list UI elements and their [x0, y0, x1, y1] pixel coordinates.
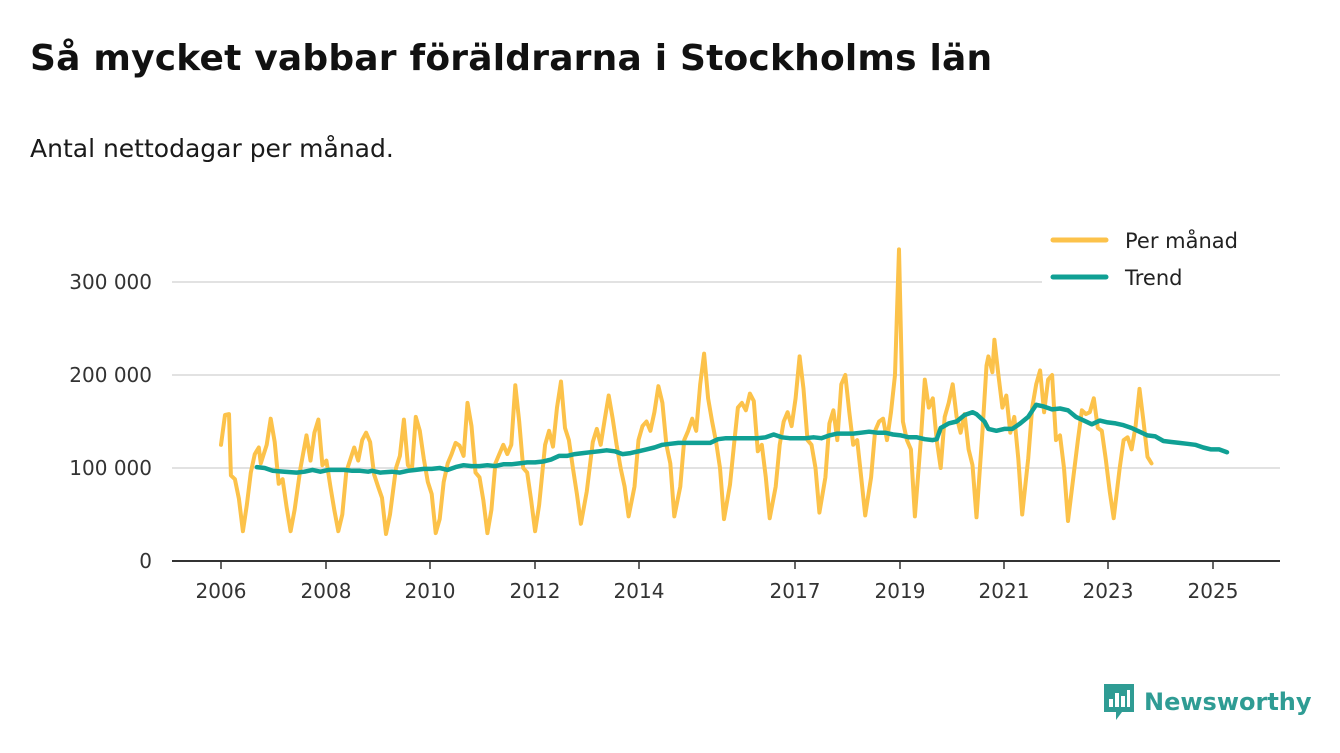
- newsworthy-logo-icon: [1104, 684, 1134, 720]
- series-line-trend: [254, 402, 1230, 475]
- y-axis: 0 100 000 200 000 300 000: [69, 270, 152, 573]
- series-lines: [219, 247, 1230, 536]
- x-tick-label: 2021: [979, 579, 1030, 603]
- y-tick-label: 300 000: [69, 270, 152, 294]
- y-tick-label: 200 000: [69, 363, 152, 387]
- legend-label: Per månad: [1125, 228, 1238, 253]
- x-tick-label: 2012: [510, 579, 561, 603]
- x-tick-label: 2023: [1083, 579, 1134, 603]
- y-tick-label: 100 000: [69, 456, 152, 480]
- x-axis: 2006 2008 2010 2012 2014 2017 2019 2021 2023 2025: [172, 560, 1280, 603]
- x-tick-label: 2006: [196, 579, 247, 603]
- chart-subtitle: Antal nettodagar per månad.: [30, 134, 394, 163]
- legend-background: [1042, 222, 1280, 296]
- chart-title: Så mycket vabbar föräldrarna i Stockholm…: [30, 38, 993, 79]
- x-tick-label: 2017: [770, 579, 821, 603]
- x-tick-label: 2014: [614, 579, 665, 603]
- x-tick-label: 2008: [301, 579, 352, 603]
- brand-logo: Newsworthy: [1102, 682, 1312, 722]
- legend-label: Trend: [1124, 266, 1182, 290]
- x-tick-label: 2019: [875, 579, 926, 603]
- y-tick-label: 0: [139, 549, 152, 573]
- series-line-per-manad: [219, 247, 1154, 536]
- x-tick-label: 2025: [1188, 579, 1239, 603]
- legend: Per månad Trend: [1042, 222, 1280, 296]
- brand-name: Newsworthy: [1144, 688, 1312, 716]
- x-tick-label: 2010: [405, 579, 456, 603]
